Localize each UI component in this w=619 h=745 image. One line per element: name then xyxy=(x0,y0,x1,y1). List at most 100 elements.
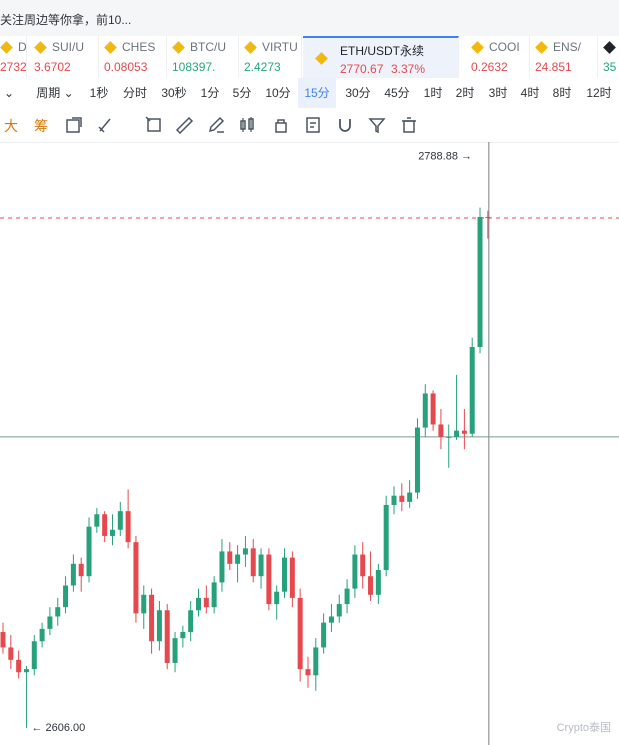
candle-body xyxy=(31,641,37,670)
interval-tab[interactable]: 1分 xyxy=(200,86,220,100)
candle-body xyxy=(78,563,84,577)
interval-tab[interactable]: 4时 xyxy=(520,86,540,100)
ticker-symbol: SUI/U xyxy=(52,40,85,54)
candle-body xyxy=(188,610,194,632)
candle-body xyxy=(47,616,53,629)
period-label: 周期 xyxy=(36,86,61,100)
ticker-tab[interactable]: COOI 0.2632 xyxy=(467,36,530,78)
ticker-symbol: BTC/U xyxy=(190,40,226,54)
candle-body xyxy=(414,427,420,493)
ticker-price: 108397. xyxy=(172,60,216,74)
candle-body xyxy=(282,557,288,592)
ticker-tab[interactable]: DOO 2732 xyxy=(0,36,27,78)
candle-body xyxy=(117,511,123,530)
interval-tab[interactable]: 10分 xyxy=(265,86,291,100)
candle-body xyxy=(102,514,108,536)
candle-body xyxy=(422,393,428,428)
chevron-down-icon[interactable]: ⌄ xyxy=(3,86,15,100)
candle-body xyxy=(446,436,452,438)
candle-body xyxy=(164,610,170,663)
candle-body xyxy=(86,526,92,577)
candle-body xyxy=(336,604,342,617)
trash-icon[interactable] xyxy=(399,115,419,135)
interval-tab[interactable]: 45分 xyxy=(384,86,410,100)
interval-tab[interactable]: 1秒 xyxy=(89,86,109,100)
interval-tab[interactable]: 3时 xyxy=(488,86,508,100)
interval-tab[interactable]: 15分 xyxy=(298,78,336,108)
low-price-label: ← 2606.00 xyxy=(31,722,85,734)
interval-tab[interactable]: 12时 xyxy=(586,86,612,100)
candle-body xyxy=(258,554,264,577)
candle-body xyxy=(383,504,389,571)
brush-icon[interactable] xyxy=(96,115,116,135)
candle-body xyxy=(109,529,115,536)
candle-body xyxy=(328,616,334,623)
interval-tab[interactable]: 2时 xyxy=(455,86,475,100)
interval-tab[interactable]: 5分 xyxy=(232,86,252,100)
coin-icon xyxy=(471,41,484,54)
interval-tab[interactable]: 30秒 xyxy=(161,86,187,100)
promo-notice[interactable]: 关注周边等你拿，前10... xyxy=(0,13,132,27)
candle-body xyxy=(141,594,147,614)
ticker-tab[interactable]: 35 xyxy=(599,36,619,78)
candle-body xyxy=(454,430,460,437)
ticker-price: 2.4273 xyxy=(244,60,281,74)
ticker-symbol: DOO xyxy=(18,40,27,54)
coin-icon xyxy=(104,41,117,54)
ticker-tab[interactable]: ETH/USDT永续 2770.67 3.37% xyxy=(303,36,459,78)
pen-icon[interactable] xyxy=(206,115,226,135)
ticker-tab[interactable]: ENS/24.851 xyxy=(531,36,598,78)
ticker-price: 2732 xyxy=(0,60,27,74)
lock-icon[interactable] xyxy=(271,115,291,135)
ticker-tab[interactable]: SUI/U 3.6702 xyxy=(30,36,99,78)
coin-icon xyxy=(0,41,13,54)
tool-text-chips[interactable]: 筹 xyxy=(34,118,48,134)
candle-body xyxy=(180,631,186,639)
candle-body xyxy=(227,551,233,564)
candle-body xyxy=(125,511,131,543)
candle-body xyxy=(352,554,358,589)
note-icon[interactable] xyxy=(303,115,323,135)
candle-body xyxy=(407,492,413,502)
interval-tab[interactable]: 30分 xyxy=(345,86,371,100)
candle-body xyxy=(156,610,162,642)
candle-body xyxy=(344,588,350,605)
candle-body xyxy=(430,393,436,425)
ruler-icon[interactable] xyxy=(174,115,194,135)
watermark: Crypto泰国 xyxy=(556,722,611,734)
interval-tab[interactable]: 8时 xyxy=(552,86,572,100)
candle-body xyxy=(8,647,14,660)
coin-icon xyxy=(603,41,616,54)
ticker-symbol: ENS/ xyxy=(553,40,582,54)
ticker-price: 0.08053 xyxy=(104,60,148,74)
candle-body xyxy=(242,548,248,555)
screenshot-icon[interactable] xyxy=(64,115,84,135)
rect-select-icon[interactable] xyxy=(144,115,164,135)
drawing-toolbar: 大 筹 xyxy=(0,108,619,143)
filter-icon[interactable] xyxy=(367,115,387,135)
candle-body xyxy=(250,548,256,577)
candle-body xyxy=(23,669,29,673)
candle-body xyxy=(485,216,491,218)
tool-text-big[interactable]: 大 xyxy=(4,118,18,134)
coin-icon xyxy=(535,41,548,54)
ticker-price: 2770.67 xyxy=(340,62,384,76)
candle-body xyxy=(39,628,45,642)
candle-body xyxy=(219,551,225,583)
candlestick-chart[interactable]: 2788.88 → ← 2606.00 xyxy=(0,142,619,745)
magnet-icon[interactable] xyxy=(335,115,355,135)
ticker-symbol: CHES xyxy=(122,40,156,54)
candle-type-icon[interactable] xyxy=(238,115,258,135)
period-dropdown[interactable]: 周期 ⌄ xyxy=(36,86,74,100)
ticker-tab[interactable]: BTC/U 108397. xyxy=(168,36,239,78)
candle-body xyxy=(149,594,155,642)
candle-body xyxy=(266,554,272,605)
ticker-tab[interactable]: VIRTU 2.4273 xyxy=(240,36,302,78)
ticker-tab[interactable]: CHES 0.08053 xyxy=(100,36,167,78)
price-chart[interactable]: 2788.88 → ← 2606.00 Crypto泰国 xyxy=(0,142,619,745)
candle-body xyxy=(313,647,319,676)
interval-tab[interactable]: 分时 xyxy=(122,86,147,100)
candle-body xyxy=(16,659,22,673)
candle-body xyxy=(172,638,178,663)
interval-tab[interactable]: 1时 xyxy=(423,86,443,100)
